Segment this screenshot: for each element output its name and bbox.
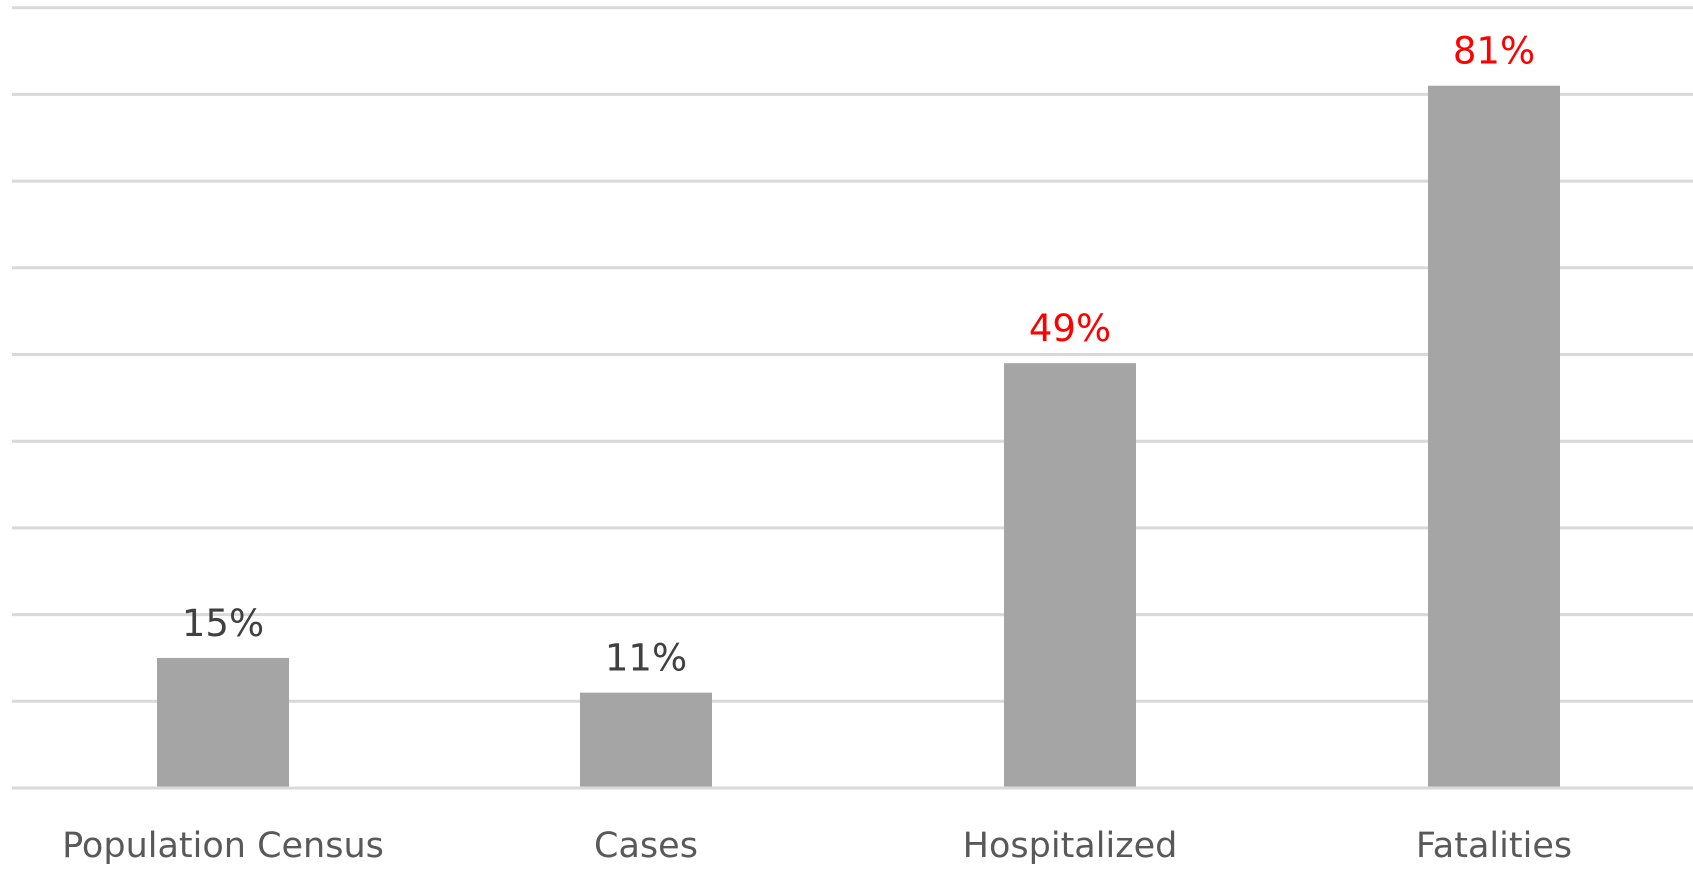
category-label: Cases <box>594 826 698 866</box>
category-label: Population Census <box>62 826 384 866</box>
data-label: 15% <box>182 602 264 645</box>
bar-hospitalized <box>1004 363 1136 788</box>
bar-population-census <box>157 657 289 788</box>
data-label: 11% <box>605 637 687 680</box>
data-labels: 15% 11% 49% 81% <box>182 30 1535 680</box>
bar-cases <box>580 692 712 788</box>
bars <box>157 85 1560 789</box>
bar-fatalities <box>1428 85 1560 789</box>
category-label: Fatalities <box>1416 826 1572 866</box>
category-labels: Population Census Cases Hospitalized Fatali… <box>62 826 1572 866</box>
data-label: 49% <box>1029 307 1111 350</box>
data-label: 81% <box>1453 30 1535 73</box>
gridlines <box>12 6 1693 703</box>
category-label: Hospitalized <box>963 826 1178 866</box>
